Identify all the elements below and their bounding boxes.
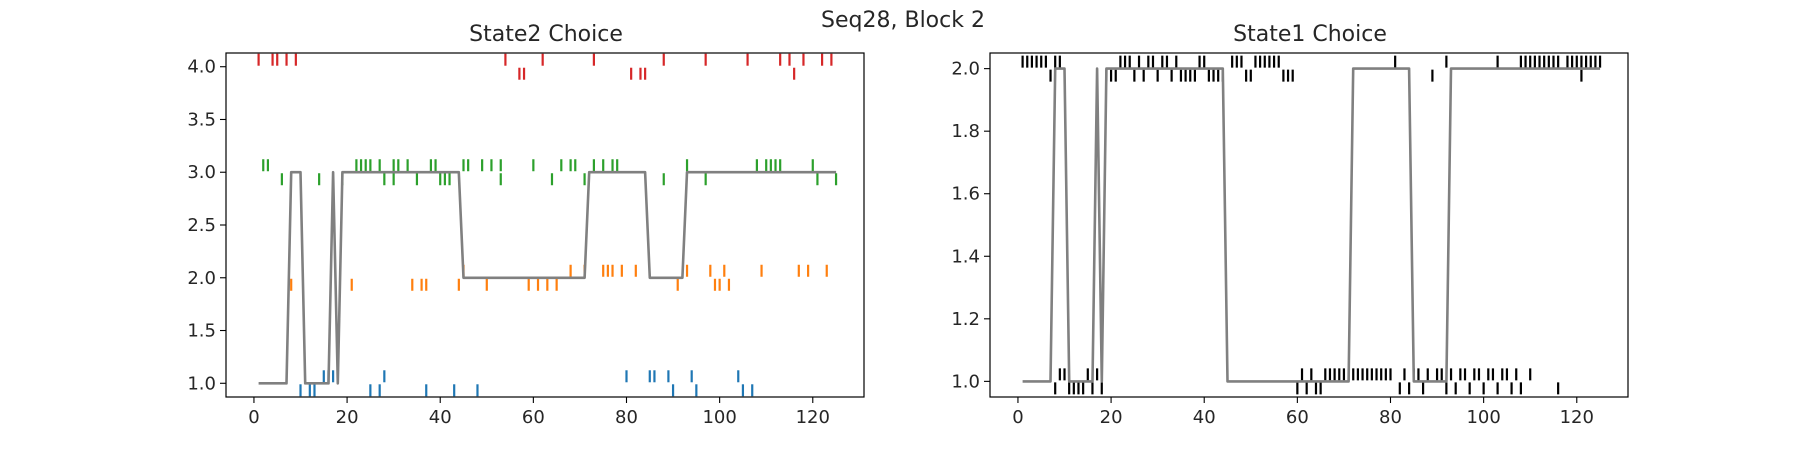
x-tick-label: 40 (1193, 407, 1216, 428)
axes-frame (989, 52, 1629, 398)
x-tick-label: 120 (796, 407, 830, 428)
y-tick-label: 1.4 (951, 246, 980, 267)
y-tick-label: 1.8 (951, 121, 980, 142)
chart-title: State2 Choice (469, 22, 623, 47)
x-tick-label: 40 (429, 407, 452, 428)
x-tick-label: 60 (522, 407, 545, 428)
y-tick-label: 1.2 (951, 309, 980, 330)
tick-series-1 (299, 370, 754, 397)
state2-choice-chart: State2 Choice 0 20 40 60 80 100 120 1.0 1.5 2.0 2.… (187, 22, 865, 428)
y-tick-label: 2.0 (187, 268, 216, 289)
y-tick-label: 3.5 (187, 109, 216, 130)
x-tick-label: 60 (1286, 407, 1309, 428)
y-tick-label: 2.5 (187, 215, 216, 236)
tick-series-3 (262, 159, 838, 186)
x-tick-label: 120 (1560, 407, 1594, 428)
y-tick-label: 1.0 (951, 371, 980, 392)
x-tick-label: 20 (1100, 407, 1123, 428)
tick-series-1 (1054, 368, 1560, 395)
y-tick-label: 4.0 (187, 57, 216, 78)
x-tick-label: 0 (248, 407, 259, 428)
y-tick-label: 1.0 (187, 373, 216, 394)
y-tick-label: 2.0 (951, 59, 980, 80)
tick-series-4 (257, 53, 833, 80)
axes-frame (225, 52, 865, 398)
state1-choice-chart: State1 Choice 0 20 40 60 80 100 120 1.0 1.2 1.4 1.… (951, 22, 1629, 428)
x-tick-label: 80 (615, 407, 638, 428)
x-tick-label: 20 (336, 407, 359, 428)
choice-line (258, 170, 837, 385)
chart-title: State1 Choice (1233, 22, 1387, 47)
x-tick-label: 100 (702, 407, 736, 428)
tick-series-2 (1021, 55, 1602, 82)
figure-suptitle: Seq28, Block 2 (821, 8, 985, 33)
choice-line (1022, 67, 1601, 383)
y-tick-label: 3.0 (187, 162, 216, 183)
x-tick-label: 0 (1012, 407, 1023, 428)
x-tick-label: 80 (1379, 407, 1402, 428)
y-tick-label: 1.5 (187, 321, 216, 342)
x-tick-label: 100 (1466, 407, 1500, 428)
y-tick-label: 1.6 (951, 184, 980, 205)
